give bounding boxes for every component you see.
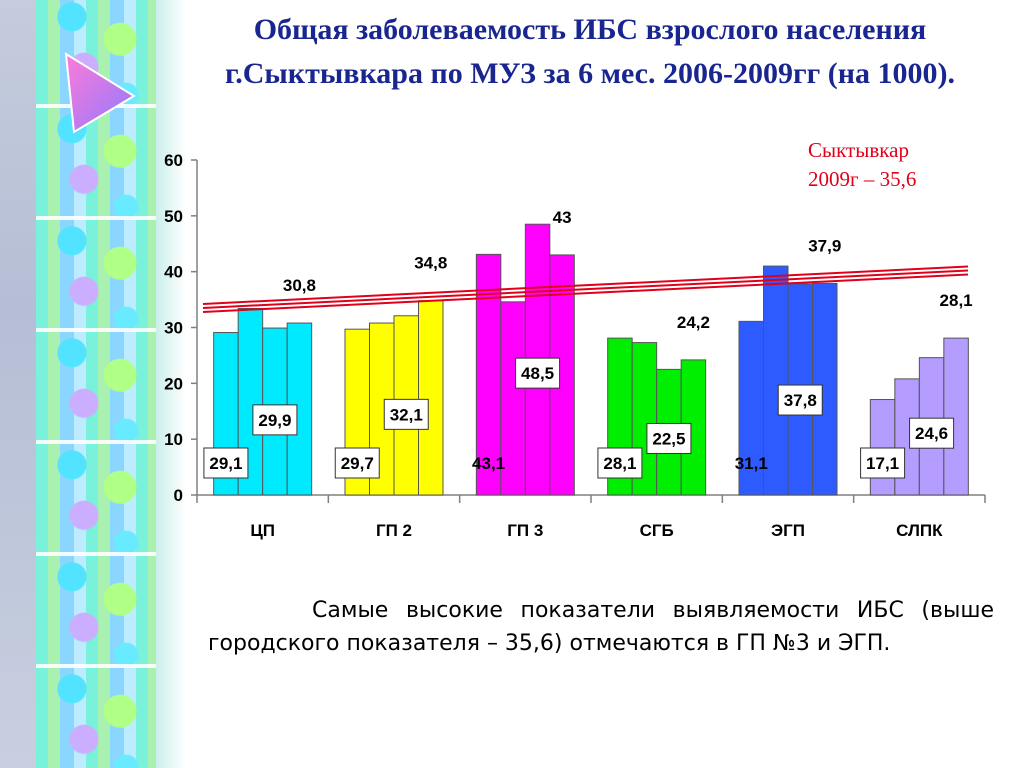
data-label-box [383, 398, 429, 430]
data-label-box [860, 447, 906, 479]
data-label-box [334, 447, 380, 479]
decor-pattern-strip [36, 0, 156, 768]
data-label: 37,9 [808, 236, 841, 255]
data-label: 43,1 [472, 454, 505, 473]
bar [763, 265, 789, 496]
data-label: 48,5 [521, 364, 554, 383]
bar [943, 337, 969, 496]
y-tick-label: 10 [164, 430, 183, 449]
data-label-box [909, 417, 955, 449]
data-label: 29,1 [209, 454, 242, 473]
title-line-1: Общая заболеваемость ИБС взрослого насел… [253, 13, 927, 46]
data-label-box [597, 447, 643, 479]
x-tick-label: СГБ [640, 521, 674, 540]
data-label: 28,1 [603, 454, 636, 473]
y-tick-label: 30 [164, 319, 183, 338]
data-label: 31,1 [735, 454, 768, 473]
data-label: 29,9 [258, 411, 291, 430]
data-label-box [203, 447, 249, 479]
y-tick-label: 20 [164, 374, 183, 393]
y-tick-label: 60 [164, 151, 183, 170]
data-label-box [777, 384, 823, 416]
reference-line [202, 273, 969, 313]
data-label: 29,7 [341, 454, 374, 473]
city-note-line-2: 2009г – 35,6 [808, 167, 917, 191]
data-label-box [646, 422, 692, 454]
page-title: Общая заболеваемость ИБС взрослого насел… [170, 8, 1010, 96]
data-label: 28,1 [940, 291, 973, 310]
data-label-box [252, 404, 298, 436]
x-tick-label: СЛПК [896, 521, 943, 540]
y-tick-label: 50 [164, 207, 183, 226]
bar [869, 399, 896, 496]
data-label: 37,8 [784, 391, 817, 410]
x-tick-label: ЦП [250, 521, 275, 540]
x-tick-label: ГП 2 [376, 521, 412, 540]
bar [500, 301, 526, 496]
bar-chart: 0 10 20 30 40 50 60 ЦП ГП 2 ГП 3 СГБ ЭГП СЛПК 29,1 29,… [164, 151, 986, 540]
data-label: 22,5 [652, 429, 685, 448]
y-tick-label: 0 [174, 486, 183, 505]
decor-pattern-fade [156, 0, 186, 768]
data-label: 24,6 [915, 424, 948, 443]
y-tick-label: 40 [164, 263, 183, 282]
data-label: 43 [553, 208, 572, 227]
x-tick-label: ЭГП [771, 521, 805, 540]
data-label-box [515, 357, 561, 389]
x-tick-label: ГП 3 [507, 521, 543, 540]
title-line-2: г.Сыктывкара по МУЗ за 6 мес. 2006-2009г… [224, 57, 956, 90]
data-label: 24,2 [677, 313, 710, 332]
data-label: 34,8 [414, 254, 447, 273]
play-arrow-icon [64, 52, 136, 134]
city-reference-note: Сыктывкар 2009г – 35,6 [808, 136, 1008, 194]
data-label: 30,8 [283, 276, 316, 295]
city-note-line-1: Сыктывкар [808, 138, 909, 162]
data-label: 32,1 [390, 405, 423, 424]
reference-line [202, 265, 969, 305]
bar [418, 300, 444, 496]
left-decor-strip [0, 0, 36, 768]
conclusion-text: Самые высокие показатели выявляемости ИБ… [208, 598, 994, 656]
data-label: 17,1 [866, 454, 899, 473]
reference-line [202, 269, 969, 309]
